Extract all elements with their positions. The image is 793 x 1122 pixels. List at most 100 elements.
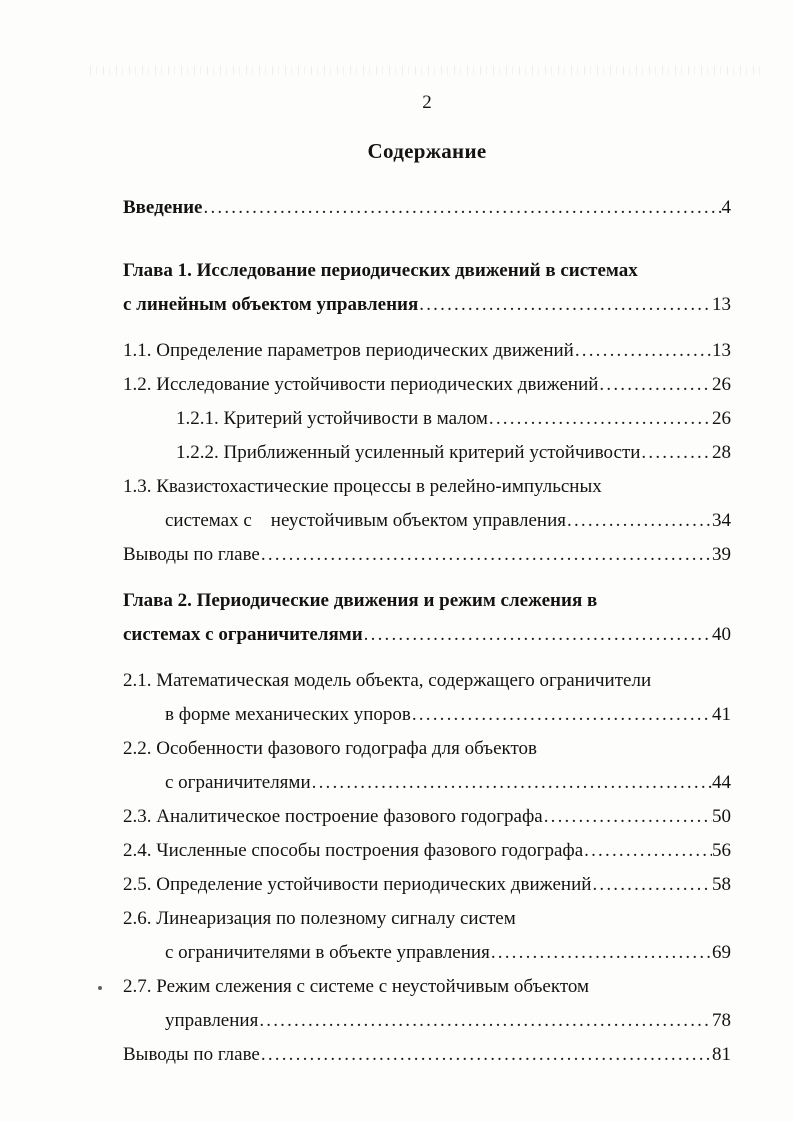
toc-entry: 1.2. Исследование устойчивости периодиче…	[123, 368, 731, 402]
toc-line: системах с неустойчивым объектом управле…	[123, 504, 731, 538]
page-content: 2 Содержание Введение 4 Глава 1. Исследова…	[123, 0, 731, 1072]
dot-leader	[259, 1004, 712, 1038]
dot-leader	[575, 334, 712, 368]
toc-entry-text: 1.2. Исследование устойчивости периодиче…	[123, 374, 599, 395]
toc-entry: 2.6. Линеаризация по полезному сигналу с…	[123, 902, 731, 970]
dot-leader	[641, 436, 712, 470]
toc-list: Введение 4 Глава 1. Исследование периодиче…	[123, 191, 731, 1072]
toc-line: 2.2. Особенности фазового годографа для …	[123, 732, 731, 766]
toc-line: с линейным объектом управления 13	[123, 288, 731, 322]
toc-entry-text: системах с неустойчивым объектом управле…	[165, 510, 567, 531]
page-ref: 39	[712, 544, 731, 565]
toc-entry-text: 1.2.1. Критерий устойчивости в малом	[176, 408, 488, 429]
toc-line: 2.6. Линеаризация по полезному сигналу с…	[123, 902, 731, 936]
toc-line: 1.3. Квазистохастические процессы в реле…	[123, 470, 731, 504]
toc-entry: 2.7. Режим слежения с системе с неустойч…	[123, 970, 731, 1038]
page-title: Содержание	[367, 139, 487, 163]
dot-leader	[261, 538, 712, 572]
toc-line: системах с ограничителями 40	[123, 618, 731, 652]
toc-line: Глава 2. Периодические движения и режим …	[123, 584, 731, 618]
page-ref: 41	[712, 704, 731, 725]
page-ref: 26	[712, 374, 731, 395]
page-number: 2	[422, 92, 432, 113]
toc-entry-text: Выводы по главе	[123, 544, 260, 565]
dot-leader	[419, 288, 712, 322]
toc-entry-text: 1.2.2. Приближенный усиленный критерий у…	[176, 442, 641, 463]
page-ref: 81	[712, 1044, 731, 1065]
page-ref: 28	[712, 442, 731, 463]
toc-entry-text: 2.7. Режим слежения с системе с неустойч…	[123, 976, 590, 997]
toc-entry-text: управления	[165, 1010, 259, 1031]
dot-leader	[544, 800, 712, 834]
toc-entry-text: 2.5. Определение устойчивости периодичес…	[123, 874, 592, 895]
page-ref: 40	[712, 624, 731, 645]
toc-entry: 2.3. Аналитическое построение фазового г…	[123, 800, 731, 834]
dot-leader	[592, 868, 712, 902]
toc-entry-text: 1.3. Квазистохастические процессы в реле…	[123, 476, 602, 497]
toc-line: 2.1. Математическая модель объекта, соде…	[123, 664, 731, 698]
page-ref: 4	[721, 197, 732, 218]
toc-entry: 1.2.1. Критерий устойчивости в малом 26	[123, 402, 731, 436]
toc-entry: 2.1. Математическая модель объекта, соде…	[123, 664, 731, 732]
toc-line: управления 78	[123, 1004, 731, 1038]
page-ref: 34	[712, 510, 731, 531]
toc-entry: Выводы по главе 39	[123, 538, 731, 572]
page-ref: 13	[712, 294, 731, 315]
toc-entry-text: Глава 2. Периодические движения и режим …	[123, 590, 598, 611]
toc-entry-text: Введение	[123, 197, 203, 218]
toc-entry: 2.2. Особенности фазового годографа для …	[123, 732, 731, 800]
toc-line: 2.5. Определение устойчивости периодичес…	[123, 868, 731, 902]
stray-dot-artifact	[98, 986, 102, 990]
toc-entry-text: с ограничителями в объекте управления	[165, 942, 490, 963]
page-ref: 56	[712, 840, 731, 861]
toc-line: 1.2.2. Приближенный усиленный критерий у…	[123, 436, 731, 470]
toc-entry: 2.4. Численные способы построения фазово…	[123, 834, 731, 868]
dot-leader	[567, 504, 712, 538]
toc-entry-text: системах с ограничителями	[123, 624, 363, 645]
toc-entry-text: 1.1. Определение параметров периодически…	[123, 340, 574, 361]
toc-entry: 1.1. Определение параметров периодически…	[123, 334, 731, 368]
toc-line: с ограничителями 44	[123, 766, 731, 800]
page-ref: 13	[712, 340, 731, 361]
dot-leader	[364, 618, 712, 652]
toc-entry-text: 2.4. Численные способы построения фазово…	[123, 840, 584, 861]
page-ref: 50	[712, 806, 731, 827]
toc-entry: Выводы по главе 81	[123, 1038, 731, 1072]
dot-leader	[412, 698, 712, 732]
toc-line: Введение 4	[123, 191, 731, 225]
page-ref: 58	[712, 874, 731, 895]
dot-leader	[261, 1038, 712, 1072]
toc-entry: 2.5. Определение устойчивости периодичес…	[123, 868, 731, 902]
toc-entry-text: с линейным объектом управления	[123, 294, 419, 315]
toc-entry: Глава 2. Периодические движения и режим …	[123, 584, 731, 652]
toc-entry: Введение 4	[123, 191, 731, 225]
toc-entry: 1.3. Квазистохастические процессы в реле…	[123, 470, 731, 538]
page-ref: 26	[712, 408, 731, 429]
page-ref: 44	[712, 772, 731, 793]
toc-line: с ограничителями в объекте управления 69	[123, 936, 731, 970]
page-ref: 78	[712, 1010, 731, 1031]
page-ref: 69	[712, 942, 731, 963]
toc-line: 2.3. Аналитическое построение фазового г…	[123, 800, 731, 834]
toc-entry-text: 2.6. Линеаризация по полезному сигналу с…	[123, 908, 516, 929]
toc-line: 1.2. Исследование устойчивости периодиче…	[123, 368, 731, 402]
toc-line: Выводы по главе 81	[123, 1038, 731, 1072]
toc-line: 2.4. Численные способы построения фазово…	[123, 834, 731, 868]
dot-leader	[491, 936, 712, 970]
dot-leader	[489, 402, 712, 436]
toc-entry-text: с ограничителями	[165, 772, 311, 793]
toc-entry-text: 2.3. Аналитическое построение фазового г…	[123, 806, 543, 827]
toc-line: 2.7. Режим слежения с системе с неустойч…	[123, 970, 731, 1004]
dot-leader	[204, 191, 722, 225]
dot-leader	[312, 766, 712, 800]
toc-line: в форме механических упоров 41	[123, 698, 731, 732]
toc-entry: Глава 1. Исследование периодических движ…	[123, 254, 731, 322]
dot-leader	[599, 368, 712, 402]
dot-leader	[584, 834, 712, 868]
toc-line: 1.1. Определение параметров периодически…	[123, 334, 731, 368]
toc-line: 1.2.1. Критерий устойчивости в малом 26	[123, 402, 731, 436]
toc-entry-text: в форме механических упоров	[165, 704, 411, 725]
toc-entry: 1.2.2. Приближенный усиленный критерий у…	[123, 436, 731, 470]
toc-line: Глава 1. Исследование периодических движ…	[123, 254, 731, 288]
